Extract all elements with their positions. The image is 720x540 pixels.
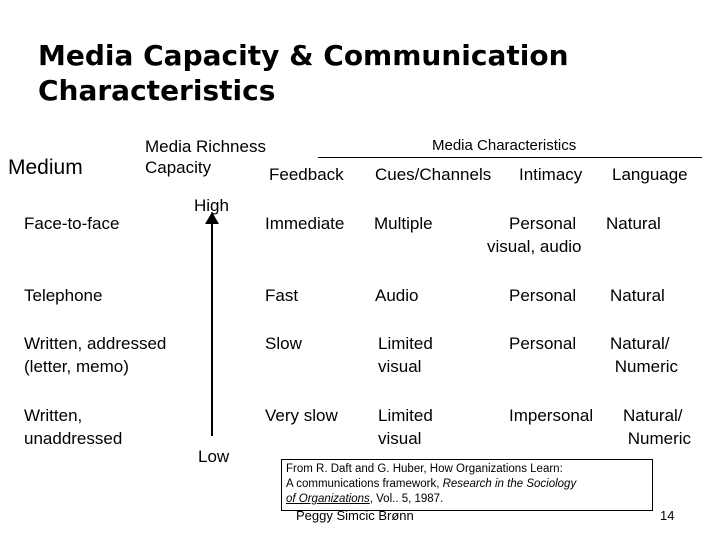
- citation-volume-text: , Vol.. 5, 1987.: [369, 493, 444, 505]
- row-medium: Telephone: [24, 286, 103, 305]
- citation-line: A communications framework, Research in …: [286, 477, 648, 492]
- header-medium: Medium: [8, 156, 83, 179]
- row-medium: Written, addressed (letter, memo): [24, 334, 167, 376]
- row-intimacy: Personal: [509, 334, 577, 353]
- row-medium: Written, unaddressed: [24, 406, 123, 448]
- header-language: Language: [612, 165, 688, 184]
- citation-line1-text: From R. Daft and G. Huber, How Organizat…: [286, 463, 563, 475]
- arrow-up-icon: [205, 212, 219, 224]
- row-cues-extra: visual, audio: [487, 237, 582, 256]
- row-feedback: Immediate: [265, 214, 345, 233]
- citation-line: of Organizations, Vol.. 5, 1987.: [286, 492, 648, 507]
- row-feedback: Fast: [265, 286, 299, 305]
- citation-journal-text-cont: of Organizations: [286, 493, 370, 505]
- row-language: Natural/ Numeric: [610, 334, 679, 376]
- richness-axis-line: [211, 222, 213, 436]
- slide-title: Media Capacity & Communication Character…: [38, 39, 569, 107]
- header-divider-line: [318, 157, 702, 158]
- row-cues: Multiple: [374, 214, 433, 233]
- page-number: 14: [660, 508, 675, 523]
- citation-box: From R. Daft and G. Huber, How Organizat…: [281, 459, 653, 511]
- row-medium: Face-to-face: [24, 214, 120, 233]
- header-cues-channels: Cues/Channels: [375, 165, 492, 184]
- row-language: Natural: [606, 214, 661, 233]
- row-language: Natural/ Numeric: [623, 406, 692, 448]
- row-intimacy: Personal: [509, 214, 577, 233]
- citation-line: From R. Daft and G. Huber, How Organizat…: [286, 462, 648, 477]
- row-intimacy: Personal: [509, 286, 577, 305]
- row-cues: Limited visual: [378, 334, 433, 376]
- row-feedback: Very slow: [265, 406, 338, 425]
- citation-line2-text: A communications framework,: [286, 478, 443, 490]
- row-feedback: Slow: [265, 334, 302, 353]
- footer-author: Peggy Simcic Brønn: [296, 508, 414, 523]
- row-cues: Limited visual: [378, 406, 433, 448]
- header-feedback: Feedback: [269, 165, 344, 184]
- row-cues: Audio: [375, 286, 419, 305]
- axis-low-label: Low: [198, 447, 230, 466]
- axis-high-label: High: [194, 196, 229, 215]
- header-media-richness-capacity: Media Richness Capacity: [145, 137, 266, 177]
- citation-journal-text: Research in the Sociology: [442, 478, 577, 490]
- header-intimacy: Intimacy: [519, 165, 583, 184]
- header-media-characteristics: Media Characteristics: [432, 137, 577, 154]
- row-language: Natural: [610, 286, 665, 305]
- row-intimacy: Impersonal: [509, 406, 594, 425]
